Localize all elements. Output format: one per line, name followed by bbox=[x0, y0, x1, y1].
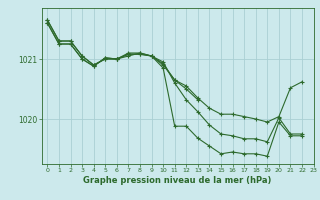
X-axis label: Graphe pression niveau de la mer (hPa): Graphe pression niveau de la mer (hPa) bbox=[84, 176, 272, 185]
